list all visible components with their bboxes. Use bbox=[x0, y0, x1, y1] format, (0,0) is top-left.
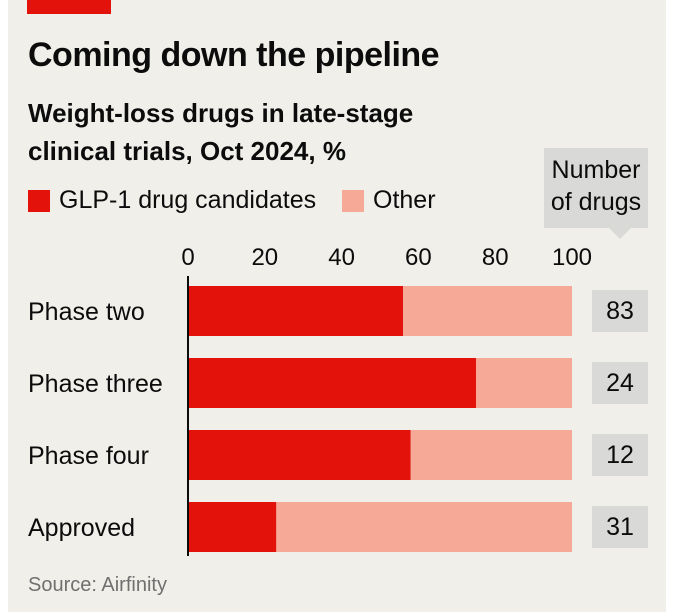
bar-other bbox=[276, 502, 572, 552]
bar-glp1 bbox=[188, 502, 277, 552]
legend-swatch-glp1 bbox=[28, 189, 50, 212]
x-tick-label: 40 bbox=[328, 244, 355, 271]
legend-swatch-other bbox=[342, 189, 364, 212]
bar-other bbox=[476, 358, 572, 408]
x-tick-label: 80 bbox=[482, 244, 509, 271]
bar-other bbox=[403, 286, 572, 336]
count-box: 12 bbox=[592, 434, 648, 476]
chart-plot: 0 20 40 60 80 100 Phase two Phase three Phase fo… bbox=[28, 244, 592, 556]
legend-item-other: Other bbox=[342, 186, 436, 215]
category-label: Phase two bbox=[28, 298, 145, 326]
bar-glp1 bbox=[188, 358, 476, 408]
bar-glp1 bbox=[188, 286, 404, 336]
bar-glp1 bbox=[188, 430, 411, 480]
category-label: Approved bbox=[28, 514, 135, 542]
count-box: 83 bbox=[592, 290, 648, 332]
brand-tag bbox=[27, 0, 111, 14]
x-tick-label: 0 bbox=[181, 244, 194, 271]
x-tick-label: 100 bbox=[552, 244, 592, 271]
count-box: 31 bbox=[592, 506, 648, 548]
legend-item-glp1: GLP-1 drug candidates bbox=[28, 186, 316, 215]
source-note: Source: Airfinity bbox=[28, 574, 167, 596]
count-column-header: Number of drugs bbox=[544, 148, 648, 228]
bar-other bbox=[410, 430, 572, 480]
chart-subtitle: Weight-loss drugs in late-stage clinical… bbox=[28, 98, 414, 166]
x-tick-label: 20 bbox=[251, 244, 278, 271]
category-label: Phase three bbox=[28, 370, 163, 398]
count-box: 24 bbox=[592, 362, 648, 404]
x-tick-label: 60 bbox=[405, 244, 432, 271]
chart-title: Coming down the pipeline bbox=[28, 36, 440, 74]
chart-card: Coming down the pipeline Weight-loss dru… bbox=[8, 0, 666, 612]
legend-label-other: Other bbox=[373, 186, 436, 214]
category-label: Phase four bbox=[28, 442, 149, 470]
count-header-pointer bbox=[609, 228, 631, 239]
legend-label-glp1: GLP-1 drug candidates bbox=[59, 186, 317, 214]
